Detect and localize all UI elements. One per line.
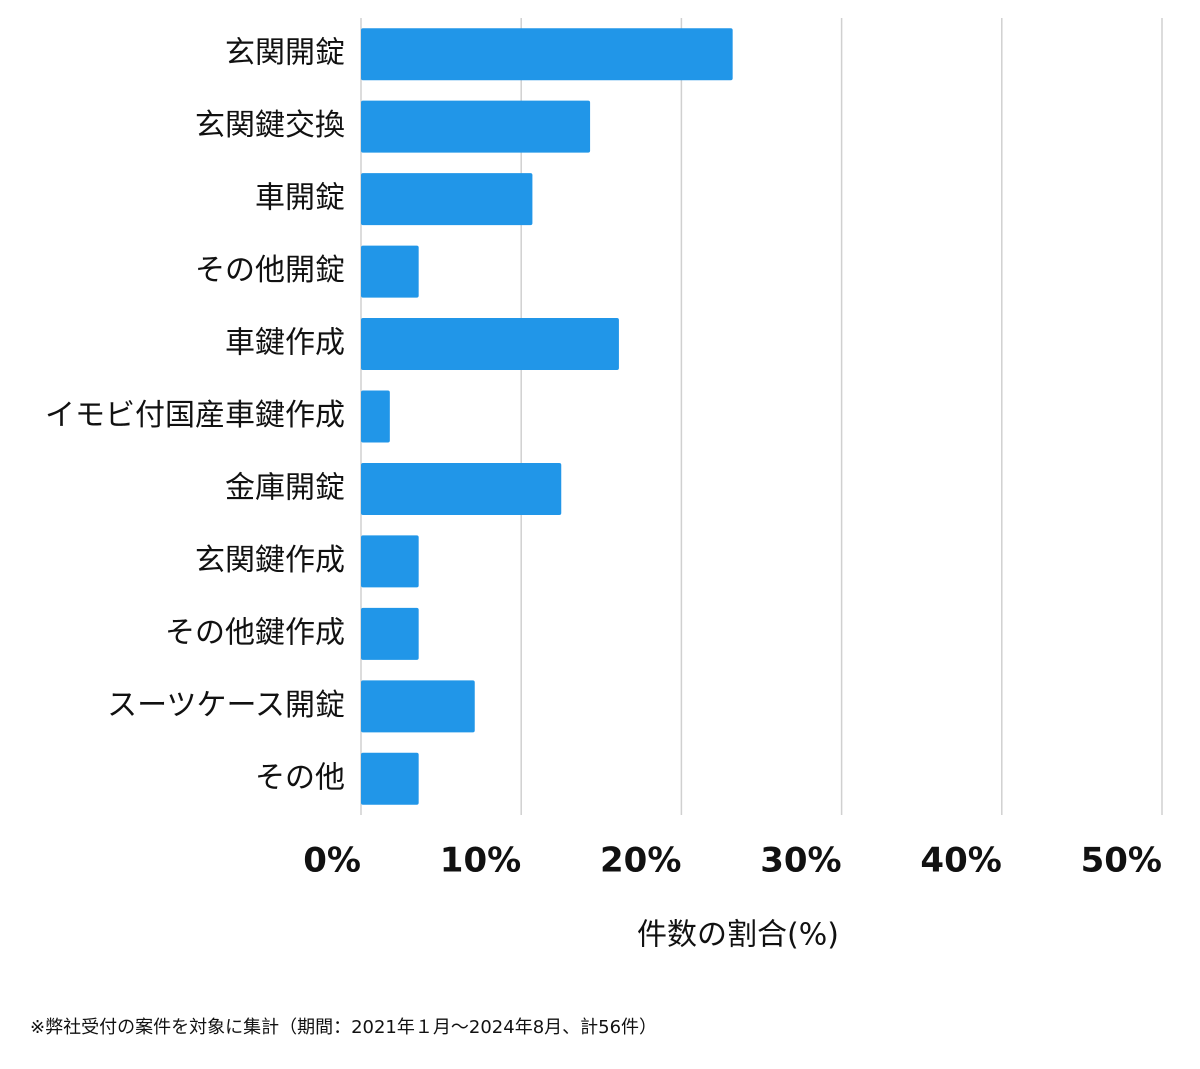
y-tick-label: スーツケース開錠 [107,688,345,723]
y-tick-label: 車開錠 [255,181,345,216]
y-tick-label: 玄関鍵作成 [195,543,345,578]
x-tick-label: 20% [600,841,681,881]
bar [361,28,733,81]
bar [361,607,419,660]
y-tick-label: その他 [255,760,345,795]
x-tick-label: 0% [303,841,361,881]
bar [361,318,619,371]
x-tick-label: 10% [440,841,521,881]
y-tick-label: 車鍵作成 [225,326,345,361]
y-tick-label: その他鍵作成 [165,615,345,650]
y-tick-label: 玄関鍵交換 [195,108,345,143]
bar [361,100,591,153]
bar [361,680,475,733]
x-axis-title: 件数の割合(%) [637,918,839,953]
bar [361,173,533,226]
bar [361,390,390,443]
y-tick-label: その他開錠 [195,253,345,288]
bar [361,462,562,515]
bar [361,535,419,588]
x-tick-label: 50% [1081,841,1162,881]
footnote: ※弊社受付の案件を対象に集計（期間：2021年１月〜2024年8月、計56件） [30,1017,657,1038]
bar [361,245,419,298]
x-tick-label: 30% [760,841,841,881]
y-tick-label: 金庫開錠 [225,470,345,505]
y-tick-label: イモビ付国産車鍵作成 [45,398,345,433]
x-tick-label: 40% [920,841,1001,881]
y-tick-label: 玄関開錠 [225,36,345,71]
bar [361,752,419,805]
